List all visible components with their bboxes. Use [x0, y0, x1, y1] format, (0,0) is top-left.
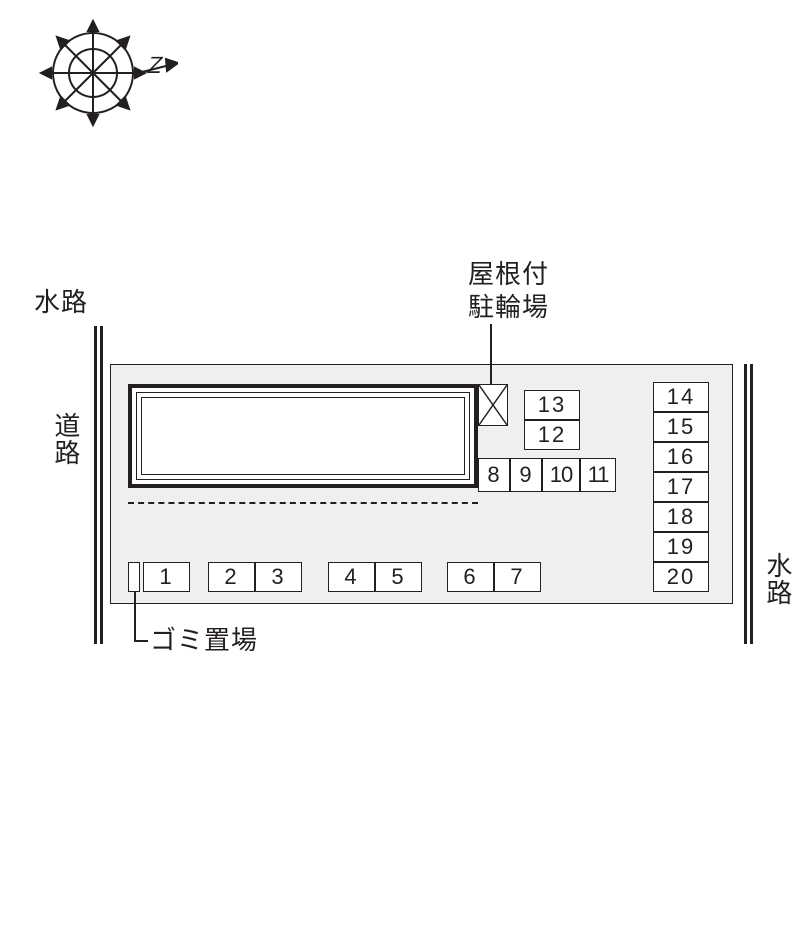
space-7: 7 [494, 562, 541, 592]
road-label: 道路 [50, 412, 80, 466]
space-16: 16 [653, 442, 709, 472]
waterway-left-label: 水路 [34, 288, 88, 318]
space-5: 5 [375, 562, 422, 592]
dashed-line [128, 502, 478, 504]
space-18: 18 [653, 502, 709, 532]
space-17: 17 [653, 472, 709, 502]
space-3: 3 [255, 562, 302, 592]
space-15: 15 [653, 412, 709, 442]
space-19: 19 [653, 532, 709, 562]
space-1: 1 [143, 562, 190, 592]
space-8: 8 [478, 458, 510, 492]
bike-parking-line2: 駐輪場 [468, 292, 549, 322]
space-6: 6 [447, 562, 494, 592]
space-13: 13 [524, 390, 580, 420]
waterway-right-label: 水路 [762, 552, 792, 606]
north-label: Ｚ [142, 53, 165, 78]
space-10: 10 [542, 458, 580, 492]
building-inner [141, 397, 465, 475]
garbage-label: ゴミ置場 [150, 626, 258, 656]
space-12: 12 [524, 420, 580, 450]
bike-parking-box [478, 384, 508, 426]
lead-garbage-v [134, 592, 136, 640]
bike-parking-line1: 屋根付 [468, 259, 549, 289]
lead-garbage-h [134, 640, 148, 642]
compass-icon: Ｚ [38, 18, 178, 138]
space-2: 2 [208, 562, 255, 592]
space-14: 14 [653, 382, 709, 412]
garbage-box [128, 562, 140, 592]
space-11: 11 [580, 458, 616, 492]
bike-parking-label: 屋根付 駐輪場 [468, 258, 549, 323]
site-plan-canvas: Ｚ 水路 道路 水路 屋根付 駐輪場 13 12 891011 14151617… [0, 0, 800, 940]
space-9: 9 [510, 458, 542, 492]
space-4: 4 [328, 562, 375, 592]
lead-bike-parking [490, 324, 492, 384]
space-20: 20 [653, 562, 709, 592]
